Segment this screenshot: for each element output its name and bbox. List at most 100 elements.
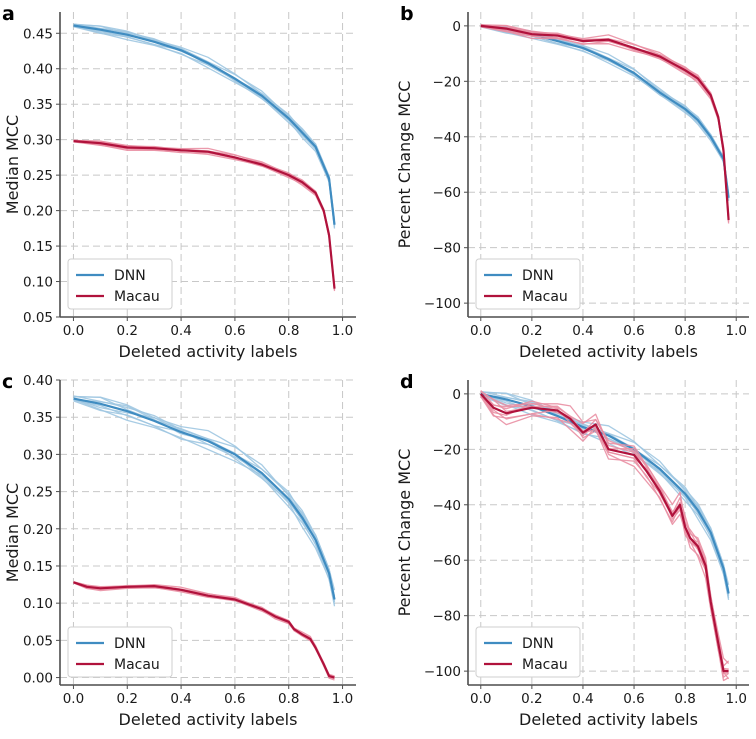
series-dnn-replicate-line [73, 396, 336, 591]
x-tick-label: 0.2 [521, 323, 542, 339]
panel-d: 0.0 0.2 0.4 0.6 0.8 1.0 0 −20 −40 −60 −80 −100 Delet… [395, 371, 749, 729]
x-axis-label: Deleted activity labels [519, 710, 698, 729]
x-tick-label: 0.8 [674, 691, 695, 707]
x-tick-label: 1.0 [725, 691, 746, 707]
legend: DNN Macau [67, 258, 173, 310]
series-dnn-replicate-line [480, 390, 730, 592]
y-tick-label: 0.30 [23, 133, 53, 149]
series-macau-median-line [73, 140, 336, 289]
x-tick-label: 0.8 [278, 691, 299, 707]
y-tick-label: −60 [433, 185, 462, 201]
x-axis-label: Deleted activity labels [119, 342, 298, 361]
series-dnn-median-line [73, 24, 336, 225]
x-tick-label: 0.0 [63, 691, 84, 707]
series-dnn-replicate-line [480, 24, 730, 194]
series-dnn-median-line [480, 392, 730, 594]
x-axis-label: Deleted activity labels [519, 342, 698, 361]
x-tick-label: 1.0 [332, 323, 353, 339]
panel-letter: b [400, 3, 414, 25]
panel-b: 0.0 0.2 0.4 0.6 0.8 1.0 0 −20 −40 −60 −80 −100 Delet… [395, 3, 749, 361]
x-tick-label: 1.0 [332, 691, 353, 707]
legend-label-dnn: DNN [522, 268, 554, 284]
y-tick-label: 0.25 [23, 168, 53, 184]
legend-label-dnn: DNN [114, 268, 146, 284]
y-tick-label: −60 [433, 553, 462, 569]
y-tick-label: 0.05 [23, 310, 53, 326]
series-macau-replicate-line [480, 24, 730, 220]
y-tick-label: −100 [424, 296, 461, 312]
legend-label-macau: Macau [522, 289, 568, 305]
legend: DNN Macau [67, 626, 173, 678]
legend-label-macau: Macau [114, 657, 160, 673]
x-tick-label: 0.4 [572, 323, 593, 339]
y-axis-label: Percent Change MCC [395, 81, 414, 249]
series-dnn-replicate-line [73, 399, 336, 598]
legend-label-dnn: DNN [114, 636, 146, 652]
series-dnn-replicate-line [73, 25, 336, 229]
x-axis-label: Deleted activity labels [119, 710, 298, 729]
legend-label-dnn: DNN [522, 636, 554, 652]
legend-label-macau: Macau [522, 657, 568, 673]
y-tick-label: 0.45 [23, 26, 53, 42]
panel-letter: a [2, 3, 15, 25]
y-tick-label: 0.40 [23, 62, 53, 78]
y-tick-label: 0.35 [23, 410, 53, 426]
x-tick-label: 1.0 [725, 323, 746, 339]
series-macau-median-line [480, 24, 730, 221]
x-tick-label: 0.0 [63, 323, 84, 339]
legend: DNN Macau [475, 258, 581, 310]
x-tick-label: 0.6 [224, 691, 245, 707]
y-tick-label: 0.35 [23, 97, 53, 113]
x-tick-label: 0.2 [117, 691, 138, 707]
x-tick-label: 0.4 [170, 691, 191, 707]
series-dnn-replicate-line [480, 24, 730, 197]
y-tick-label: 0.00 [23, 671, 53, 687]
legend: DNN Macau [475, 626, 581, 678]
legend-label-macau: Macau [114, 289, 160, 305]
series-dnn-replicate-line [73, 395, 336, 598]
series-group [73, 395, 336, 681]
series-group [73, 23, 336, 292]
y-axis-label: Median MCC [3, 483, 22, 582]
series-dnn-replicate-line [480, 391, 730, 586]
series-dnn-replicate-line [73, 398, 336, 607]
y-tick-label: 0.15 [23, 239, 53, 255]
y-tick-label: 0 [452, 19, 461, 35]
y-tick-label: 0.15 [23, 559, 53, 575]
x-tick-label: 0.2 [521, 691, 542, 707]
series-dnn-median-line [73, 397, 336, 600]
y-tick-label: 0.20 [23, 204, 53, 220]
series-group [480, 23, 730, 224]
y-tick-label: −100 [424, 664, 461, 680]
x-tick-label: 0.6 [224, 323, 245, 339]
series-macau-median-line [479, 393, 729, 673]
y-tick-label: 0.25 [23, 485, 53, 501]
series-macau-median-line [73, 581, 335, 679]
x-tick-label: 0.2 [117, 323, 138, 339]
y-tick-label: 0.20 [23, 522, 53, 538]
y-tick-label: −40 [433, 130, 462, 146]
y-tick-label: 0 [452, 387, 461, 403]
y-tick-label: −20 [433, 442, 462, 458]
x-tick-label: 0.4 [170, 323, 191, 339]
series-dnn-replicate-line [73, 23, 336, 220]
series-dnn-replicate-line [480, 393, 730, 597]
x-tick-label: 0.0 [470, 323, 491, 339]
y-tick-label: −80 [433, 609, 462, 625]
y-axis-label: Percent Change MCC [395, 449, 414, 617]
x-tick-label: 0.6 [623, 323, 644, 339]
series-dnn-replicate-line [480, 23, 730, 197]
y-axis-label: Median MCC [3, 115, 22, 214]
x-tick-label: 0.4 [572, 691, 593, 707]
series-group [479, 390, 730, 682]
y-tick-label: 0.10 [23, 596, 53, 612]
panel-c: 0.0 0.2 0.4 0.6 0.8 1.0 0.00 0.05 0.10 0.15 0.20 0.… [2, 371, 356, 729]
y-tick-label: −20 [433, 74, 462, 90]
y-tick-label: 0.05 [23, 633, 53, 649]
panel-a: 0.0 0.2 0.4 0.6 0.8 1.0 0.05 0.10 0.15 0.20 0.25 0.… [2, 3, 356, 361]
y-tick-label: −40 [433, 498, 462, 514]
panel-letter: c [2, 371, 13, 393]
y-tick-label: 0.40 [23, 373, 53, 389]
panel-letter: d [400, 371, 414, 393]
